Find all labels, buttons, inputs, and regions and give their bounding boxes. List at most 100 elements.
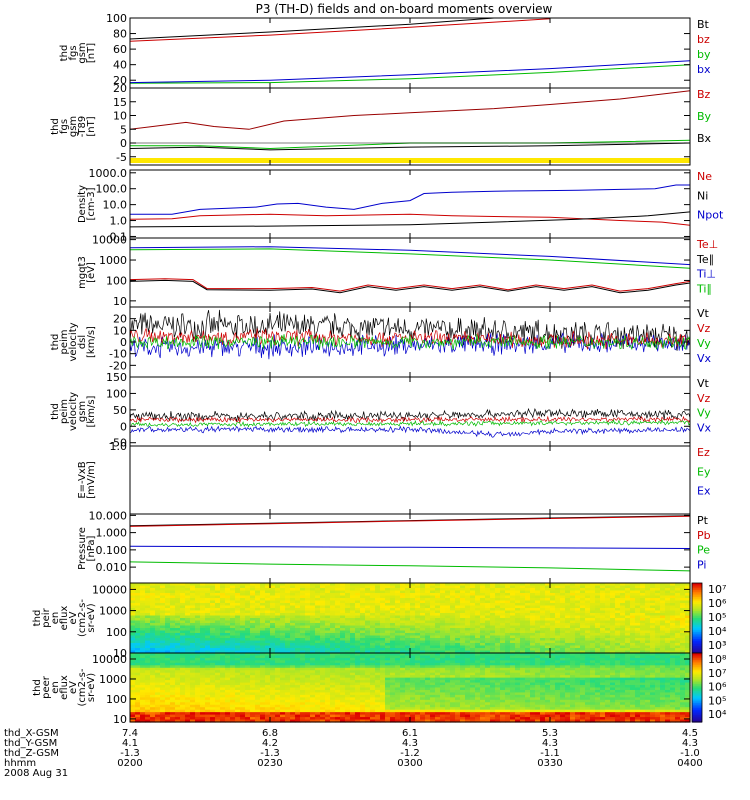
spectrogram-cell xyxy=(130,605,136,609)
spectrogram-cell xyxy=(315,709,321,713)
spectrogram-cell xyxy=(170,657,176,661)
spectrogram-cell xyxy=(215,685,221,689)
spectrogram-cell xyxy=(245,593,251,597)
spectrogram-cell xyxy=(235,692,241,696)
spectrogram-cell xyxy=(355,645,361,649)
spectrogram-cell xyxy=(235,600,241,604)
spectrogram-cell xyxy=(680,645,686,649)
spectrogram-cell xyxy=(320,660,326,664)
spectrogram-cell xyxy=(670,585,676,589)
spectrogram-cell xyxy=(320,704,326,708)
spectrogram-cell xyxy=(330,630,336,634)
spectrogram-cell xyxy=(375,610,381,614)
spectrogram-cell xyxy=(330,588,336,592)
spectrogram-cell xyxy=(220,712,226,716)
spectrogram-cell xyxy=(240,672,246,676)
spectrogram-cell xyxy=(555,623,561,627)
spectrogram-cell xyxy=(630,625,636,629)
spectrogram-cell xyxy=(145,692,151,696)
legend-entry: Ne xyxy=(697,170,712,183)
spectrogram-cell xyxy=(600,610,606,614)
spectrogram-cell xyxy=(645,645,651,649)
spectrogram-cell xyxy=(660,638,666,642)
spectrogram-cell xyxy=(135,605,141,609)
spectrogram-cell xyxy=(240,645,246,649)
spectrogram-cell xyxy=(360,653,366,657)
spectrogram-cell xyxy=(630,645,636,649)
spectrogram-cell xyxy=(565,603,571,607)
spectrogram-cell xyxy=(490,620,496,624)
spectrogram-cell xyxy=(385,605,391,609)
spectrogram-cell xyxy=(510,620,516,624)
spectrogram-cell xyxy=(345,623,351,627)
spectrogram-cell xyxy=(225,685,231,689)
spectrogram-cell xyxy=(150,635,156,639)
spectrogram-cell xyxy=(400,583,406,587)
spectrogram-cell xyxy=(150,605,156,609)
spectrogram-cell xyxy=(270,714,276,718)
spectrogram-cell xyxy=(270,645,276,649)
spectrogram-cell xyxy=(240,595,246,599)
spectrogram-cell xyxy=(225,657,231,661)
spectrogram-cell xyxy=(190,613,196,617)
spectrogram-cell xyxy=(335,714,341,718)
spectrogram-cell xyxy=(665,600,671,604)
spectrogram-cell xyxy=(250,685,256,689)
spectrogram-cell xyxy=(370,620,376,624)
spectrogram-cell xyxy=(675,600,681,604)
spectrogram-cell xyxy=(635,625,641,629)
spectrogram-cell xyxy=(340,672,346,676)
spectrogram-cell xyxy=(415,640,421,644)
spectrogram-cell xyxy=(450,613,456,617)
spectrogram-cell xyxy=(150,672,156,676)
spectrogram-cell xyxy=(285,665,291,669)
spectrogram-cell xyxy=(655,600,661,604)
spectrogram-cell xyxy=(550,643,556,647)
spectrogram-cell xyxy=(335,613,341,617)
spectrogram-cell xyxy=(280,610,286,614)
spectrogram-cell xyxy=(330,640,336,644)
spectrogram-cell xyxy=(665,630,671,634)
spectrogram-cell xyxy=(235,645,241,649)
spectrogram-cell xyxy=(555,625,561,629)
spectrogram-cell xyxy=(680,633,686,637)
spectrogram-cell xyxy=(665,585,671,589)
spectrogram-cell xyxy=(265,712,271,716)
spectrogram-cell xyxy=(230,709,236,713)
spectrogram-cell xyxy=(380,628,386,632)
spectrogram-cell xyxy=(375,583,381,587)
spectrogram-cell xyxy=(295,638,301,642)
spectrogram-cell xyxy=(670,593,676,597)
spectrogram-cell xyxy=(190,628,196,632)
spectrogram-cell xyxy=(350,588,356,592)
spectrogram-cell xyxy=(155,714,161,718)
spectrogram-cell xyxy=(260,620,266,624)
spectrogram-cell xyxy=(310,702,316,706)
spectrogram-cell xyxy=(325,590,331,594)
spectrogram-cell xyxy=(200,605,206,609)
spectrogram-cell xyxy=(340,682,346,686)
spectrogram-cell xyxy=(295,583,301,587)
spectrogram-cell xyxy=(480,618,486,622)
spectrogram-cell xyxy=(405,618,411,622)
spectrogram-cell xyxy=(185,615,191,619)
spectrogram-cell xyxy=(175,598,181,602)
spectrogram-cell xyxy=(155,593,161,597)
spectrogram-cell xyxy=(160,625,166,629)
spectrogram-cell xyxy=(140,640,146,644)
spectrogram-cell xyxy=(525,603,531,607)
spectrogram-cell xyxy=(290,687,296,691)
spectrogram-cell xyxy=(505,643,511,647)
spectrogram-cell xyxy=(260,625,266,629)
spectrogram-cell xyxy=(250,598,256,602)
spectrogram-cell xyxy=(240,685,246,689)
spectrogram-cell xyxy=(650,593,656,597)
spectrogram-cell xyxy=(140,595,146,599)
spectrogram-cell xyxy=(625,643,631,647)
spectrogram-cell xyxy=(685,643,691,647)
spectrogram-cell xyxy=(340,605,346,609)
spectrogram-cell xyxy=(190,685,196,689)
spectrogram-cell xyxy=(570,640,576,644)
spectrogram-cell xyxy=(150,707,156,711)
spectrogram-cell xyxy=(575,610,581,614)
